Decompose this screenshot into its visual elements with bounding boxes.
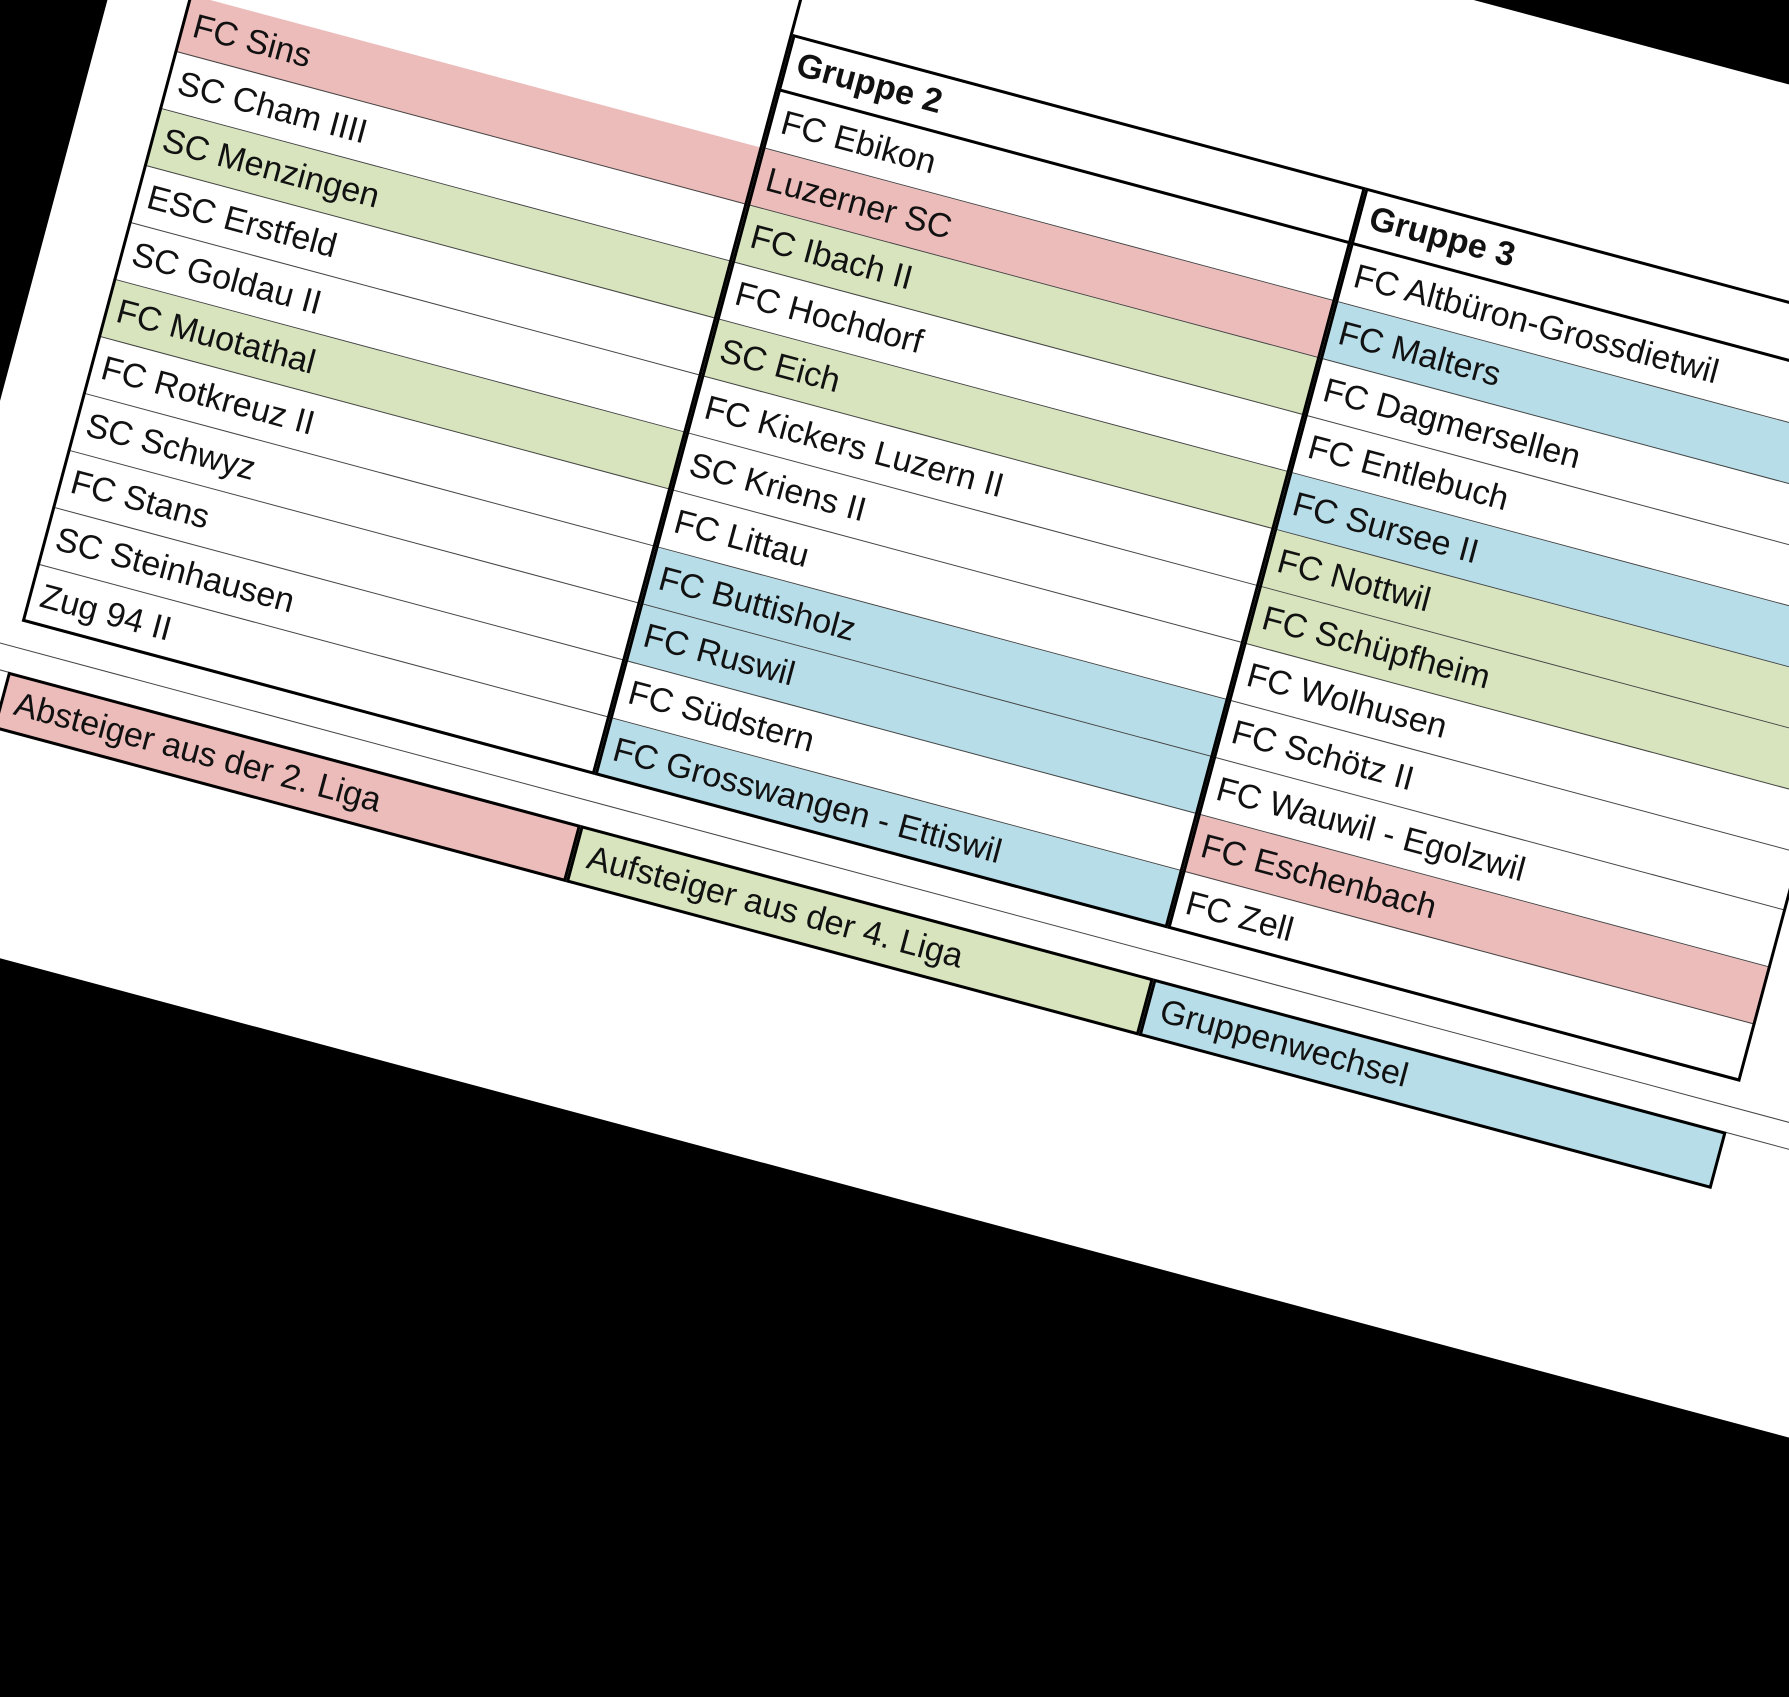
page: {"groups": [ {"teams": [ {"name": "FC Si…	[0, 0, 1789, 1697]
